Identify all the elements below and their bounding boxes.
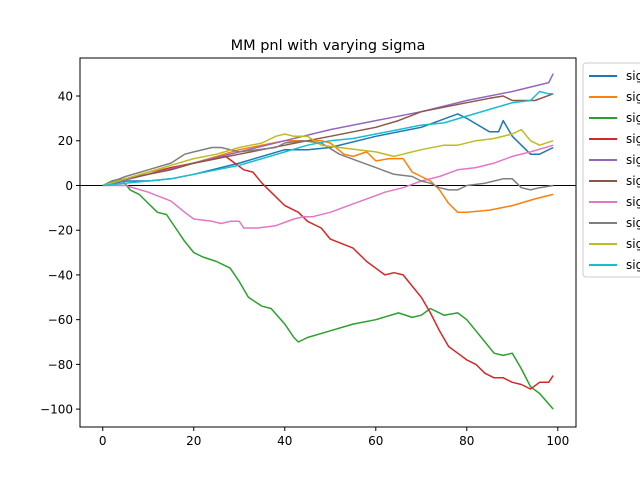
legend-label: sig — [626, 216, 640, 230]
series-line-7 — [102, 144, 554, 229]
y-tick-label: 20 — [58, 134, 73, 148]
axis-ticks: 0 20 40 60 80 100 −100 −80 −60 −40 −20 0 20 40 — [40, 90, 569, 448]
legend-label: sig — [626, 237, 640, 251]
series-line-3 — [102, 178, 554, 410]
legend-label: sig — [626, 258, 640, 272]
x-tick-label: 60 — [368, 434, 383, 448]
y-tick-label: −60 — [48, 313, 73, 327]
y-tick-label: −20 — [48, 224, 73, 238]
x-tick-label: 0 — [99, 434, 107, 448]
legend: sig sig sig sig sig sig sig sig sig sig — [582, 62, 640, 278]
legend-label: sig — [626, 69, 640, 83]
x-tick-label: 20 — [186, 434, 201, 448]
series-line-6 — [102, 93, 554, 187]
legend-label: sig — [626, 111, 640, 125]
series-line-10 — [102, 90, 554, 187]
series-line-8 — [102, 139, 554, 191]
series-line-9 — [102, 128, 554, 187]
legend-label: sig — [626, 132, 640, 146]
y-tick-label: 40 — [58, 90, 73, 104]
series-lines — [80, 73, 576, 410]
y-tick-label: 0 — [65, 179, 73, 193]
legend-label: sig — [626, 195, 640, 209]
legend-label: sig — [626, 174, 640, 188]
x-tick-label: 40 — [277, 434, 292, 448]
legend-label: sig — [626, 90, 640, 104]
legend-label: sig — [626, 153, 640, 167]
series-line-4 — [102, 155, 554, 390]
y-tick-label: −80 — [48, 358, 73, 372]
y-tick-label: −40 — [48, 268, 73, 282]
x-tick-label: 100 — [546, 434, 569, 448]
y-tick-label: −100 — [40, 403, 73, 417]
series-line-2 — [102, 139, 554, 214]
plot-frame — [79, 57, 577, 428]
chart-title: MM pnl with varying sigma — [231, 38, 426, 54]
legend-items: sig sig sig sig sig sig sig sig sig sig — [589, 69, 640, 272]
x-tick-label: 80 — [459, 434, 474, 448]
